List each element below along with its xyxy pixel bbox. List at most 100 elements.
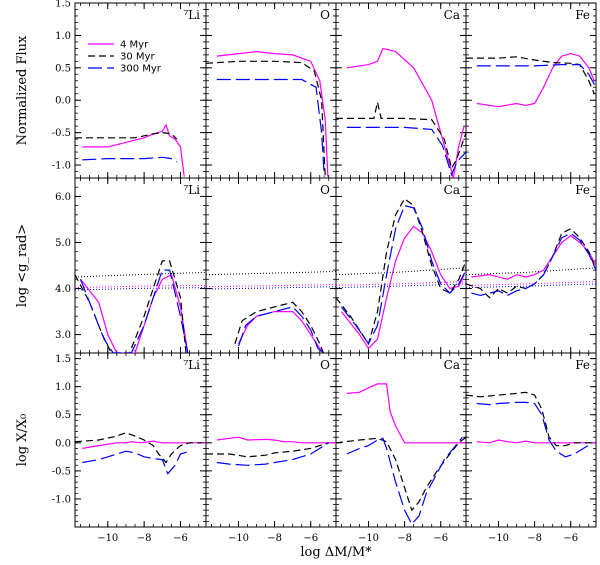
series-line-4-myr — [216, 50, 329, 177]
y-tick-label: 3.0 — [55, 330, 71, 341]
reference-line — [336, 267, 466, 276]
series-line-30-myr — [466, 227, 596, 299]
y-tick-label: 4.0 — [55, 284, 71, 295]
series-line-300-myr — [82, 156, 178, 163]
y-tick-label: 0.0 — [55, 96, 71, 107]
panel-data-r1-c1 — [206, 271, 336, 353]
panel-data-r2-c3 — [466, 391, 596, 458]
panel-label: ⁷Li — [183, 183, 200, 197]
y-tick-label: 1.0 — [55, 31, 71, 42]
series-line-300-myr — [340, 204, 466, 345]
text-layer: -1.0 -0.5 0.0 0.5 1.0 1.5 ⁷Li O Ca Fe Normalized F… — [15, 0, 590, 560]
x-axis-label: log ΔM/M* — [300, 545, 372, 560]
series-line-30-myr — [336, 197, 466, 346]
x-tick-label: −6 — [303, 533, 318, 544]
series-line-30-myr — [336, 436, 466, 512]
panel-data-r0-c2 — [336, 47, 466, 178]
series-line-30-myr — [466, 391, 596, 447]
series-line-30-myr — [206, 60, 326, 177]
panel-data-r1-c2 — [336, 197, 466, 350]
reference-line — [466, 267, 596, 276]
series-line-300-myr — [476, 63, 596, 88]
panel-frame-r2-c0 — [74, 352, 207, 528]
panel-data-r1-c0 — [75, 260, 206, 353]
panel-label: O — [320, 8, 330, 22]
panel-data-r2-c0 — [75, 432, 206, 475]
reference-line — [206, 286, 336, 290]
y-tick-label: -0.5 — [52, 466, 71, 477]
series-line-300-myr — [82, 450, 190, 475]
series-line-300-myr — [346, 126, 466, 177]
series-line-30-myr — [336, 102, 466, 170]
y-axis-label: log <g_rad> — [15, 224, 30, 307]
series-line-300-myr — [476, 401, 593, 458]
series-line-30-myr — [75, 432, 203, 464]
series-line-4-myr — [476, 52, 595, 108]
x-tick-label: −8 — [267, 533, 282, 544]
y-tick-label: 5.0 — [55, 238, 71, 249]
panel-frame-r0-c0 — [74, 2, 207, 179]
series-line-4-myr — [346, 47, 465, 178]
reference-line — [206, 283, 336, 288]
panel-label: Ca — [444, 8, 460, 22]
series-line-300-myr — [471, 232, 596, 297]
series-line-4-myr — [237, 311, 324, 353]
x-tick-label: −8 — [137, 533, 152, 544]
panel-label: O — [320, 358, 330, 372]
series-line-4-myr — [82, 440, 206, 449]
series-line-300-myr — [79, 269, 189, 353]
legend-label: 300 Myr — [120, 64, 162, 75]
y-axis-label: Normalized Flux — [15, 35, 30, 145]
series-line-300-myr — [237, 306, 324, 353]
panel-frame-r0-c3 — [465, 2, 597, 179]
y-tick-label: 0.5 — [55, 410, 71, 421]
y-tick-label: -1.0 — [52, 161, 71, 172]
panel-label: ⁷Li — [183, 8, 200, 22]
reference-line — [75, 271, 206, 278]
panel-data-r2-c2 — [336, 383, 466, 526]
y-axis-label: log X/X₀ — [15, 414, 30, 467]
reference-line — [75, 284, 206, 289]
series-line-30-myr — [206, 442, 329, 458]
series-line-30-myr — [75, 260, 187, 353]
y-tick-label: -1.0 — [52, 494, 71, 505]
panel-label: Fe — [575, 8, 590, 22]
x-tick-label: −8 — [527, 533, 542, 544]
panel-label: Fe — [575, 358, 590, 372]
y-tick-label: 1.5 — [55, 354, 71, 365]
series-line-300-myr — [346, 436, 463, 526]
series-line-300-myr — [216, 78, 325, 177]
panel-data-r2-c1 — [206, 436, 336, 466]
x-tick-label: −10 — [97, 533, 118, 544]
x-tick-label: −10 — [228, 533, 249, 544]
legend-label: 4 Myr — [120, 40, 149, 51]
x-tick-label: −6 — [433, 533, 448, 544]
axes-layer — [74, 2, 597, 528]
y-tick-label: 0.5 — [55, 63, 71, 74]
series-line-4-myr — [216, 436, 336, 444]
panel-label: Ca — [444, 183, 460, 197]
panel-label: Fe — [575, 183, 590, 197]
series-line-4-myr — [346, 383, 466, 444]
series-line-30-myr — [234, 301, 324, 353]
series-line-30-myr — [466, 56, 595, 94]
x-tick-label: −6 — [563, 533, 578, 544]
series-line-4-myr — [82, 123, 185, 177]
y-tick-label: 1.5 — [55, 0, 71, 10]
panel-data-r0-c1 — [206, 50, 329, 177]
y-tick-label: 6.0 — [55, 192, 71, 203]
reference-line — [466, 281, 596, 286]
panel-data-r0-c0 — [75, 123, 185, 177]
series-line-30-myr — [75, 131, 178, 140]
y-tick-label: -0.5 — [52, 128, 71, 139]
panel-data-r1-c3 — [466, 227, 596, 299]
x-tick-label: −8 — [397, 533, 412, 544]
panel-frame-r1-c1 — [205, 177, 337, 354]
y-tick-label: 0.0 — [55, 438, 71, 449]
panel-label: O — [320, 183, 330, 197]
panel-label: ⁷Li — [183, 358, 200, 372]
series-line-4-myr — [340, 225, 465, 350]
legend-label: 30 Myr — [120, 52, 155, 63]
series-line-4-myr — [471, 234, 596, 280]
panel-frame-r1-c3 — [465, 177, 597, 354]
